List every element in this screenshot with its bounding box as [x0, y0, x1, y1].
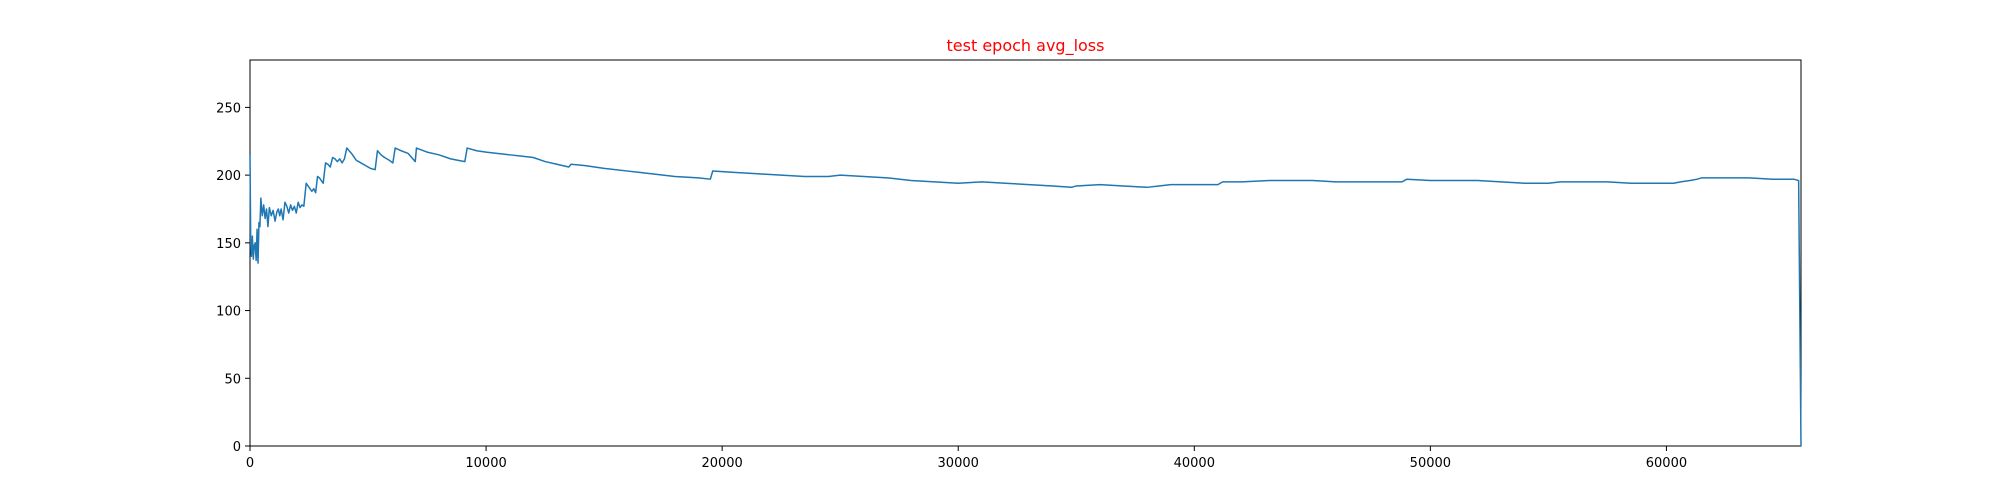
- x-tick-label: 60000: [1646, 456, 1687, 471]
- x-tick-label: 0: [246, 456, 254, 471]
- y-tick-label: 0: [233, 440, 241, 455]
- y-axis: 0 50 100 150 200 250: [216, 101, 250, 455]
- y-tick-label: 250: [216, 101, 241, 116]
- y-tick-label: 150: [216, 237, 241, 252]
- x-tick-label: 10000: [465, 456, 506, 471]
- y-tick-label: 50: [224, 372, 241, 387]
- plot-area: 0 10000 20000 30000 40000 50000 60000 0 50 100 15…: [216, 59, 1802, 471]
- x-tick-label: 40000: [1174, 456, 1215, 471]
- x-tick-label: 20000: [701, 456, 742, 471]
- x-tick-label: 30000: [938, 456, 979, 471]
- x-axis: 0 10000 20000 30000 40000 50000 60000: [246, 446, 1687, 471]
- y-tick-label: 100: [216, 305, 241, 320]
- chart-title: test epoch avg_loss: [947, 36, 1105, 56]
- y-tick-label: 200: [216, 169, 241, 184]
- axes-frame: [249, 59, 1802, 447]
- series-line-0: [249, 147, 1802, 447]
- series-layer: [249, 147, 1802, 447]
- x-tick-label: 50000: [1410, 456, 1451, 471]
